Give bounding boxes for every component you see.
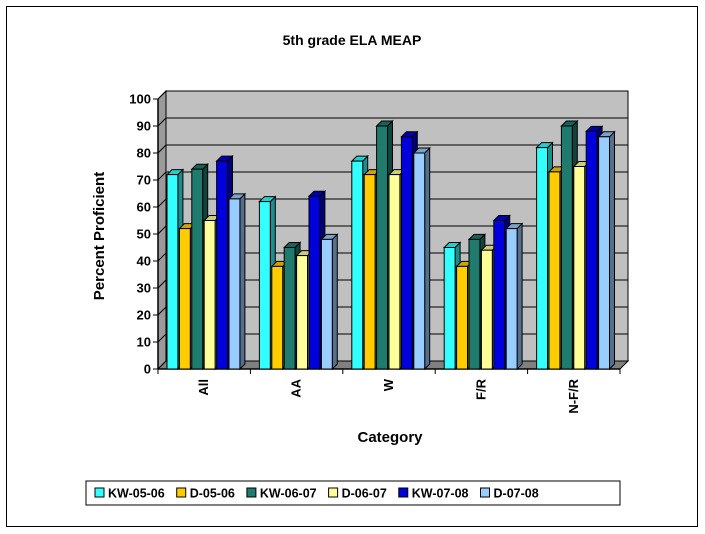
gridline-side [157,117,167,127]
y-tick-label: 40 [137,254,151,269]
bar-front [400,136,413,370]
x-tick-label: AA [289,378,304,397]
gridline-side [157,333,167,343]
legend-label: D-05-06 [190,487,235,501]
legend-swatch [94,487,105,498]
gridline-side [157,90,167,100]
legend-label: KW-05-06 [108,487,165,501]
gridline-side [157,306,167,316]
bar-front [283,247,296,370]
legend-swatch [176,487,187,498]
gridline-side [157,225,167,235]
x-axis-title: Category [357,429,423,446]
bar-front [296,255,309,370]
y-tick-label: 10 [137,335,151,350]
bar-front [493,220,506,370]
gridline-side [157,144,167,154]
legend-label: D-07-08 [494,487,539,501]
y-tick-label: 0 [144,362,151,377]
bar-side [609,130,615,371]
y-tick-label: 60 [137,200,151,215]
bar-front [443,247,456,370]
bar-side [239,192,246,371]
bar-side [516,222,523,371]
gridline-side [157,171,167,181]
y-tick-label: 20 [137,308,151,323]
gridline-side [157,198,167,208]
bar [227,192,247,371]
bar-front [178,228,191,370]
chart-title: 5th grade ELA MEAP [283,32,422,48]
bar-front [216,160,229,370]
bar-front [388,174,401,370]
bar-front [560,125,573,370]
legend-label: KW-07-08 [412,487,469,501]
bar-front [351,160,364,370]
y-tick-label: 50 [137,227,151,242]
gridline-side [157,279,167,289]
x-tick-label: F/R [473,378,488,400]
x-tick-label: W [381,378,396,391]
bar [504,222,524,371]
bar-front [258,201,271,370]
y-tick-label: 80 [137,146,151,161]
y-tick-label: 30 [137,281,151,296]
legend-swatch [398,487,409,498]
bar [597,130,616,371]
bar [412,146,431,371]
legend-item: KW-06-07 [246,487,317,501]
bar-front [480,249,493,370]
bar-front [456,265,469,370]
legend-swatch [328,487,339,498]
gridline-side [157,252,167,262]
legend-swatch [246,487,257,498]
legend-box [85,480,621,506]
legend-label: D-06-07 [342,487,387,501]
legend-item: KW-05-06 [94,487,165,501]
bar-front [536,147,548,370]
y-tick-label: 100 [129,92,151,107]
bar-front [505,228,518,370]
bar-front [548,171,561,370]
bar-front [166,174,179,370]
legend-item: D-05-06 [176,487,235,501]
bar [320,233,339,371]
bar-front [413,152,426,370]
bar-front [573,166,586,370]
bar-front [598,136,610,370]
y-tick-label: 90 [137,119,151,134]
bar-front [228,198,241,370]
bar-front [376,125,389,370]
legend-item: KW-07-08 [398,487,469,501]
x-tick-label: N-F/R [566,378,581,413]
legend-swatch [480,487,490,498]
legend-item: D-06-07 [328,487,387,501]
y-axis-title: Percent Proficient [91,172,108,300]
bar-front [308,195,321,370]
bar-front [468,238,481,370]
y-tick-label: 70 [137,173,151,188]
bar-front [271,265,284,370]
x-tick-label: All [196,379,211,396]
bar-side [424,146,431,371]
bar-side [331,233,338,371]
bar-front [585,130,598,370]
legend-label: KW-06-07 [260,487,317,501]
plot-area: 0 10 20 30 40 50 60 70 80 90 100 All AA W F/R N-F/R [129,89,630,414]
bar-front [191,168,204,370]
legend-item: D-07-08 [480,487,539,501]
legend: KW-05-06 D-05-06 KW-06-07 D-06-07 KW-07-08 D-… [85,480,621,506]
bar-front [320,238,333,370]
bar-front [363,174,376,370]
bar-front [203,220,216,370]
